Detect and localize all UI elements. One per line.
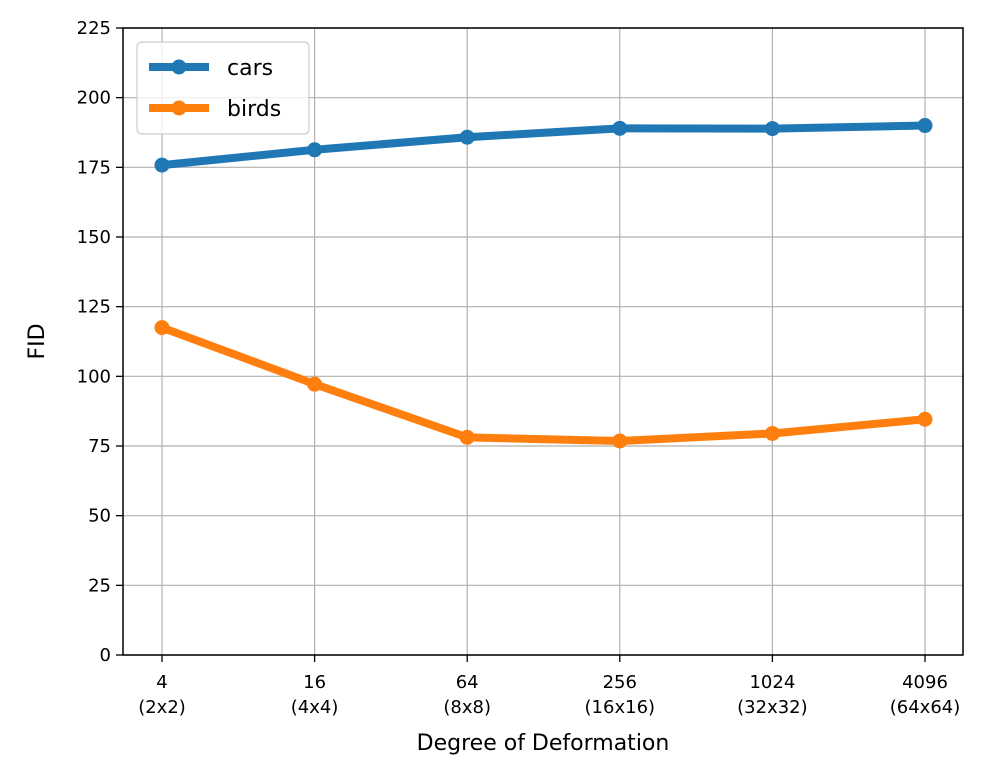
x-tick-label: 4096 (64x64) (890, 672, 961, 718)
legend-marker-birds (171, 100, 187, 116)
x-tick-label: 16 (4x4) (291, 672, 339, 718)
series-layer (154, 118, 933, 449)
y-axis-title: FID (25, 323, 50, 359)
legend-label-cars: cars (227, 56, 273, 81)
legend-marker-cars (171, 59, 187, 75)
legend: cars birds (136, 41, 310, 135)
x-tick-label: 1024 (32x32) (737, 672, 808, 718)
x-tick-label: 256 (16x16) (585, 672, 656, 718)
y-tick-label: 150 (77, 227, 111, 248)
y-tick-label: 225 (77, 18, 111, 39)
data-point-cars (612, 120, 628, 136)
data-point-birds (154, 320, 170, 336)
y-tick-label: 0 (100, 645, 111, 666)
x-tick-label: 64 (8x8) (443, 672, 491, 718)
y-tick-label: 50 (88, 506, 111, 527)
y-tick-label: 200 (77, 88, 111, 109)
axes: 0 25 50 75 100 125 150 175 200 225 4 (2x2) 16 (4x4) 64… (77, 18, 964, 718)
y-tick-label: 125 (77, 297, 111, 318)
y-tick-label: 100 (77, 366, 111, 387)
data-point-birds (764, 425, 780, 441)
data-point-cars (917, 118, 933, 134)
series-line-cars (158, 121, 929, 170)
x-tick-label: 4 (2x2) (138, 672, 186, 718)
data-point-birds (307, 376, 323, 392)
series-line-birds (158, 323, 929, 445)
data-point-birds (612, 433, 628, 449)
data-point-birds (459, 429, 475, 445)
legend-label-birds: birds (227, 97, 281, 122)
legend-box (136, 41, 310, 135)
y-tick-label: 175 (77, 157, 111, 178)
data-point-cars (764, 121, 780, 137)
data-point-cars (154, 157, 170, 173)
data-point-cars (459, 129, 475, 145)
data-point-birds (917, 411, 933, 427)
data-point-cars (307, 142, 323, 158)
y-tick-label: 25 (88, 575, 111, 596)
y-tick-label: 75 (88, 436, 111, 457)
plot-frame (122, 27, 964, 656)
x-axis-title: Degree of Deformation (417, 731, 670, 756)
